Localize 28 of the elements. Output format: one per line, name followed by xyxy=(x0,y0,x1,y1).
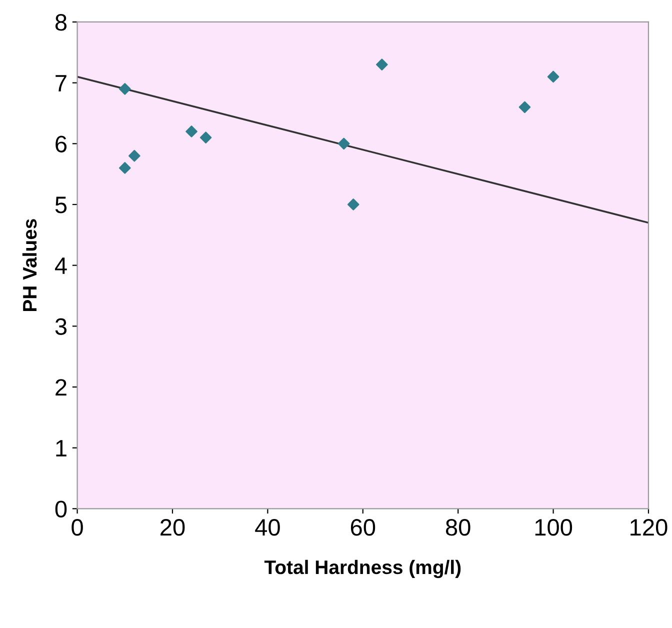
y-tick-label: 4 xyxy=(54,258,67,274)
y-tick-label: 0 xyxy=(55,500,67,518)
x-tick-label: 60 xyxy=(350,519,376,536)
y-tick-label: 1 xyxy=(56,440,66,456)
x-tick-label: 100 xyxy=(535,519,572,536)
point xyxy=(128,150,140,162)
x-tick-label: 80 xyxy=(446,519,470,536)
x-tick-label: 40 xyxy=(255,519,280,536)
point xyxy=(338,138,350,150)
y-axis-title: PH Values xyxy=(22,219,37,312)
y-tick-label: 7 xyxy=(56,75,66,92)
y-tick-label: 5 xyxy=(55,196,67,214)
y-tick-label: 8 xyxy=(55,14,67,31)
point xyxy=(518,101,531,114)
x-tick-label: 0 xyxy=(72,519,83,536)
point xyxy=(186,126,198,138)
y-tick-label: 6 xyxy=(56,136,67,152)
point xyxy=(118,83,131,95)
point xyxy=(376,58,388,70)
y-tick-label: 2 xyxy=(56,379,66,396)
x-tick-label: 20 xyxy=(160,519,185,536)
y-tick-label: 3 xyxy=(55,318,67,335)
point xyxy=(118,162,131,174)
point xyxy=(547,70,560,83)
point xyxy=(200,132,212,144)
x-axis-title: Total Hardness (mg/l) xyxy=(264,560,461,578)
point xyxy=(347,198,360,210)
x-tick-label: 120 xyxy=(630,519,668,536)
